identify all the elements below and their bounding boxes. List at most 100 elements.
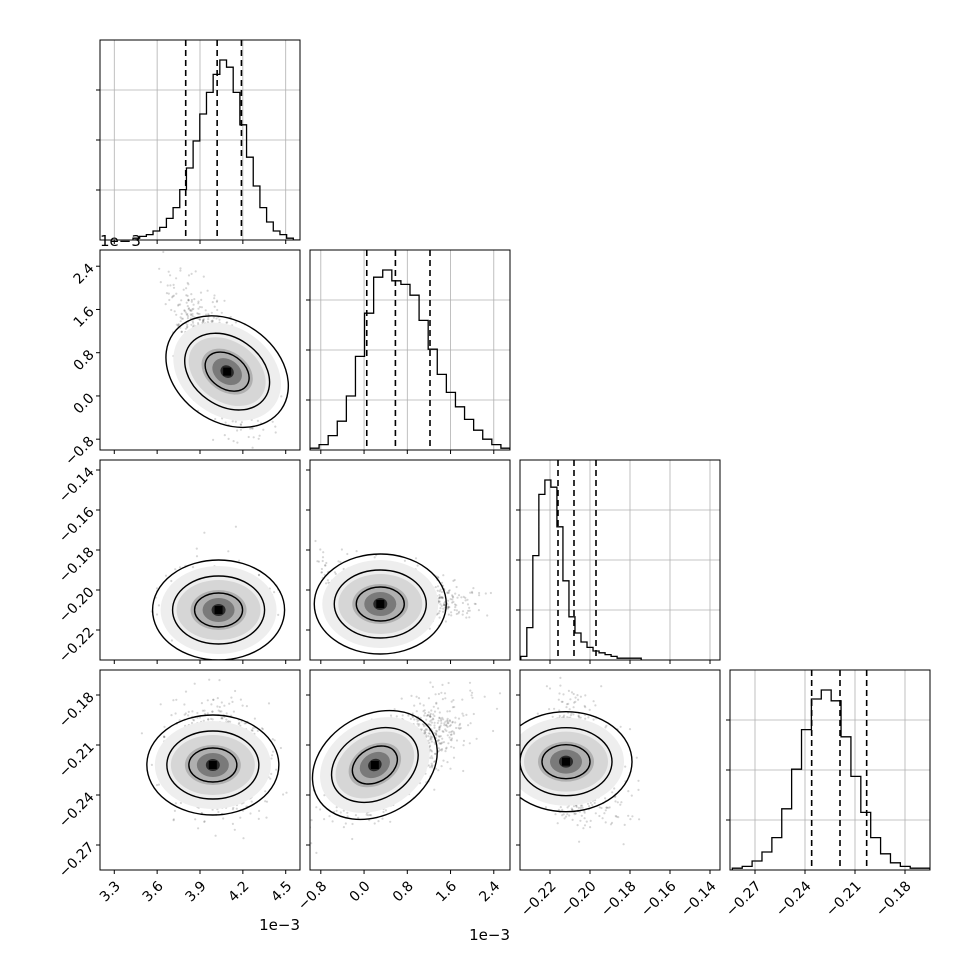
- sample-point: [468, 609, 471, 612]
- sample-point: [459, 726, 462, 730]
- scatter-3-0: [140, 678, 288, 840]
- sample-point: [429, 738, 432, 741]
- sample-point: [206, 712, 209, 715]
- sample-point: [207, 718, 210, 721]
- sample-point: [155, 784, 159, 787]
- sample-point: [191, 315, 194, 318]
- sample-point: [212, 438, 215, 441]
- sample-point: [447, 605, 450, 608]
- sample-point: [225, 321, 228, 324]
- sample-point: [185, 301, 188, 304]
- sample-point: [446, 719, 449, 722]
- sample-point: [447, 591, 450, 594]
- sample-point: [196, 312, 199, 315]
- sample-point: [451, 706, 454, 709]
- sample-point: [272, 750, 275, 753]
- sample-point: [467, 609, 470, 613]
- sample-point: [172, 699, 175, 702]
- sample-point: [187, 714, 190, 717]
- sample-point: [454, 606, 457, 609]
- sample-point: [234, 689, 237, 693]
- sample-point: [446, 761, 449, 764]
- sample-point: [250, 800, 253, 803]
- sample-point: [186, 323, 189, 326]
- sample-point: [214, 834, 217, 837]
- sample-point: [165, 292, 168, 295]
- sample-point: [214, 417, 217, 421]
- sample-point: [334, 572, 337, 576]
- sample-point: [251, 729, 254, 732]
- sample-point: [461, 601, 464, 605]
- contour-0: [146, 714, 280, 816]
- sample-point: [417, 697, 421, 700]
- scatter-2-0: [150, 525, 286, 660]
- sample-point: [322, 551, 325, 554]
- panel-2-1: [306, 459, 511, 664]
- sample-point: [245, 705, 248, 708]
- sample-point: [212, 698, 215, 701]
- sample-point: [434, 752, 437, 755]
- sample-point: [457, 726, 460, 730]
- sample-point: [207, 318, 210, 321]
- sample-point: [447, 721, 450, 725]
- sample-point: [239, 816, 242, 819]
- sample-point: [478, 591, 481, 595]
- sample-point: [179, 303, 182, 306]
- sample-point: [237, 722, 240, 726]
- sample-point: [177, 323, 180, 326]
- sample-point: [225, 718, 228, 721]
- sample-point: [164, 303, 167, 306]
- sample-point: [440, 718, 443, 721]
- sample-point: [173, 310, 176, 313]
- sample-point: [324, 564, 327, 567]
- sample-point: [159, 281, 162, 284]
- sample-point: [373, 556, 376, 559]
- sample-point: [236, 429, 239, 432]
- sample-point: [217, 810, 220, 814]
- sample-point: [192, 307, 195, 310]
- sample-point: [179, 320, 182, 323]
- sample-point: [451, 594, 454, 597]
- panel-0-0: [96, 39, 301, 244]
- sample-point: [446, 607, 449, 610]
- sample-point: [182, 288, 185, 291]
- scatter-1-0: [158, 250, 290, 449]
- sample-point: [239, 428, 242, 431]
- contour-1: [166, 730, 260, 800]
- sample-point: [435, 734, 438, 737]
- sample-point: [454, 592, 457, 595]
- sample-point: [484, 592, 487, 595]
- sample-point: [231, 822, 234, 826]
- sample-point: [455, 609, 458, 612]
- sample-point: [181, 317, 184, 320]
- sample-point: [452, 579, 455, 583]
- sample-point: [219, 710, 222, 713]
- sample-point: [442, 741, 446, 744]
- sample-point: [218, 318, 221, 321]
- sample-point: [447, 606, 450, 609]
- sample-point: [471, 591, 474, 595]
- sample-point: [206, 289, 209, 292]
- sample-point: [157, 783, 160, 786]
- sample-point: [448, 606, 451, 609]
- sample-point: [178, 566, 182, 569]
- sample-point: [438, 594, 441, 597]
- sample-point: [357, 816, 360, 819]
- sample-point: [184, 690, 188, 693]
- density-peak: [208, 761, 217, 769]
- sample-point: [450, 614, 453, 617]
- sample-point: [203, 712, 207, 716]
- sample-point: [199, 291, 203, 294]
- sample-point: [466, 603, 470, 606]
- sample-point: [179, 316, 182, 319]
- sample-point: [167, 270, 170, 273]
- sample-point: [450, 700, 453, 703]
- sample-point: [420, 728, 423, 731]
- sample-point: [218, 679, 221, 682]
- sample-point: [421, 723, 424, 726]
- sample-point: [172, 294, 175, 297]
- sample-point: [450, 733, 453, 736]
- histogram-outline: [132, 59, 300, 240]
- sample-point: [439, 607, 442, 610]
- sample-point: [262, 428, 265, 431]
